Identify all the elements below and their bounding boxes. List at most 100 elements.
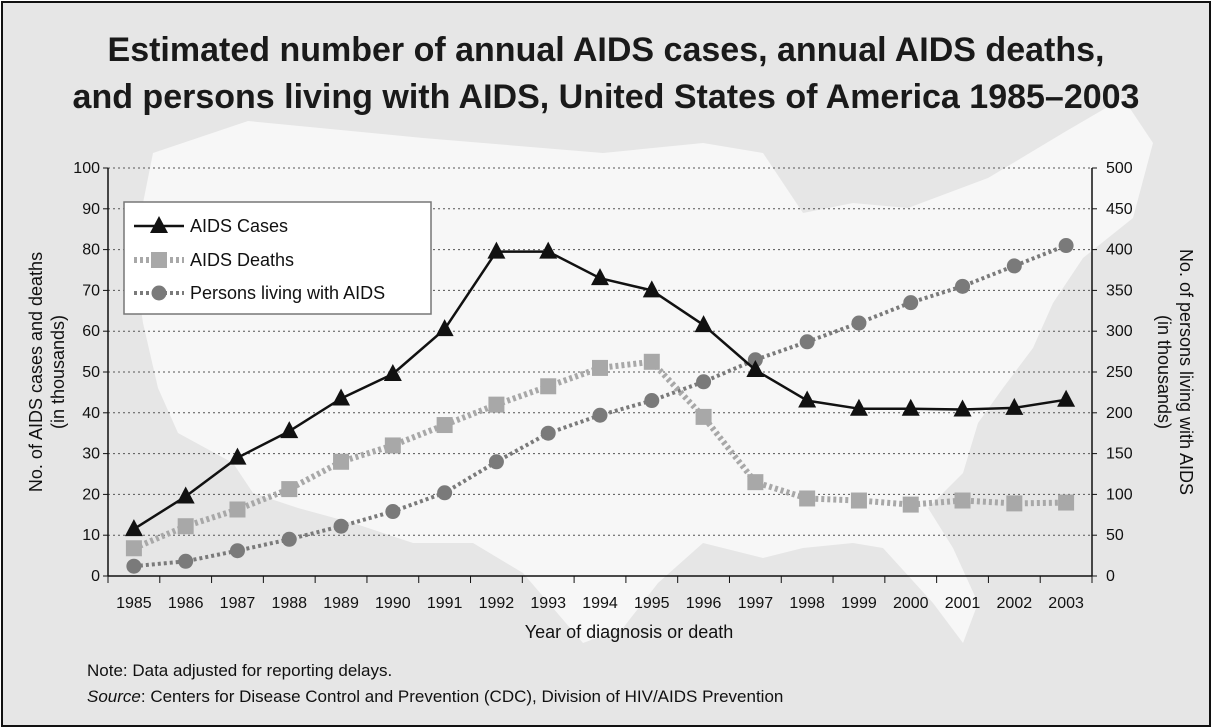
legend-entry-living: Persons living with AIDS [134, 283, 385, 303]
series-line-deaths [132, 358, 1067, 552]
series-deaths [125, 353, 1075, 557]
left-y-axis-label-line-2: (in thousands) [48, 315, 68, 429]
y-tick-label-right: 300 [1106, 323, 1133, 340]
legend-living-label: Persons living with AIDS [190, 283, 385, 303]
data-point-deaths [850, 492, 867, 509]
data-point-deaths [1006, 495, 1023, 512]
y-tick-label-left: 100 [73, 160, 100, 177]
chart-title: Estimated number of annual AIDS cases, a… [3, 27, 1209, 121]
data-point-deaths [747, 474, 764, 491]
data-point-deaths [540, 378, 557, 395]
x-tick-label: 2000 [893, 595, 929, 612]
y-tick-label-right: 50 [1106, 527, 1124, 544]
x-tick-label: 1986 [168, 595, 204, 612]
data-point-living [696, 374, 712, 390]
x-tick-label: 1998 [789, 595, 825, 612]
data-point-living [540, 425, 556, 441]
x-axis-label: Year of diagnosis or death [525, 622, 734, 642]
series-living [126, 238, 1074, 574]
data-point-deaths [125, 540, 142, 557]
data-point-living [333, 518, 349, 534]
chart-title-line-1: Estimated number of annual AIDS cases, a… [107, 31, 1105, 69]
data-point-living [799, 334, 815, 350]
data-point-deaths [229, 501, 246, 518]
y-tick-label-left: 10 [82, 527, 100, 544]
data-point-cases [849, 398, 868, 416]
y-tick-label-right: 100 [1106, 486, 1133, 503]
right-y-axis-ticks: 0 50 100 150 200 250 300 350 400 450 500 [1092, 160, 1133, 585]
data-point-deaths [488, 396, 505, 413]
source-label: Source [87, 687, 141, 706]
data-point-deaths [1058, 494, 1075, 511]
x-tick-label: 1994 [582, 595, 618, 612]
data-point-deaths [695, 408, 712, 425]
data-point-living [385, 504, 401, 520]
x-tick-label: 1995 [634, 595, 670, 612]
data-point-living [903, 295, 919, 311]
right-y-axis-label-line-1: No. of persons living with AIDS [1176, 249, 1196, 495]
data-point-living [851, 315, 867, 331]
x-tick-label: 1987 [220, 595, 256, 612]
y-tick-label-left: 80 [82, 242, 100, 259]
data-point-living [178, 553, 194, 569]
x-tick-label: 1999 [841, 595, 877, 612]
data-point-living [592, 407, 608, 423]
data-point-deaths [643, 353, 660, 370]
y-tick-label-right: 250 [1106, 364, 1133, 381]
y-tick-label-left: 90 [82, 201, 100, 218]
footnote-source: Source: Centers for Disease Control and … [87, 687, 783, 707]
y-tick-label-left: 50 [82, 364, 100, 381]
data-point-deaths [281, 481, 298, 498]
data-point-cases [332, 388, 351, 406]
data-point-living [281, 531, 297, 547]
data-point-deaths [954, 492, 971, 509]
left-y-axis-label-line-1: No. of AIDS cases and deaths [26, 252, 46, 492]
x-tick-label: 1992 [479, 595, 515, 612]
data-point-cases [953, 399, 972, 417]
legend: AIDS Cases AIDS Deaths Persons living wi… [123, 201, 432, 315]
data-point-deaths [177, 518, 194, 535]
data-series [124, 238, 1076, 574]
data-point-cases [1057, 389, 1076, 407]
y-tick-label-right: 450 [1106, 201, 1133, 218]
data-point-cases [591, 268, 609, 286]
data-point-cases [901, 398, 920, 416]
data-point-cases [228, 447, 247, 465]
legend-deaths-label: AIDS Deaths [190, 250, 294, 270]
legend-living-circle-icon [151, 285, 167, 301]
data-point-cases [280, 421, 299, 439]
legend-box [123, 201, 432, 315]
legend-deaths-square-icon [151, 252, 167, 268]
data-point-cases [1005, 397, 1024, 415]
x-tick-label: 1997 [738, 595, 774, 612]
y-tick-label-right: 150 [1106, 446, 1133, 463]
left-y-axis-ticks: 0 10 20 30 40 50 60 70 80 90 100 [73, 160, 108, 585]
data-point-cases [694, 315, 713, 333]
x-tick-label: 2002 [997, 595, 1033, 612]
x-tick-label: 1996 [686, 595, 722, 612]
x-tick-label: 1990 [375, 595, 411, 612]
y-tick-label-right: 200 [1106, 405, 1133, 422]
x-tick-label: 1989 [323, 595, 359, 612]
y-tick-label-left: 30 [82, 446, 100, 463]
x-tick-label: 1993 [530, 595, 566, 612]
data-point-deaths [799, 490, 816, 507]
data-point-deaths [384, 437, 401, 454]
chart-title-line-2: and persons living with AIDS, United Sta… [72, 78, 1140, 116]
footnote-note: Note: Data adjusted for reporting delays… [87, 661, 393, 680]
data-point-living [488, 454, 504, 470]
y-tick-label-left: 70 [82, 282, 100, 299]
x-tick-label: 1985 [116, 595, 152, 612]
x-tick-label: 2001 [945, 595, 981, 612]
data-point-cases [798, 390, 817, 408]
y-tick-label-right: 350 [1106, 282, 1133, 299]
data-point-cases [539, 241, 558, 259]
legend-cases-label: AIDS Cases [190, 216, 288, 236]
data-point-cases [746, 359, 765, 377]
legend-entry-cases: AIDS Cases [134, 216, 288, 236]
y-tick-label-left: 40 [82, 405, 100, 422]
x-tick-label: 1991 [427, 595, 463, 612]
data-point-living [437, 485, 453, 501]
legend-entry-deaths: AIDS Deaths [134, 250, 294, 270]
